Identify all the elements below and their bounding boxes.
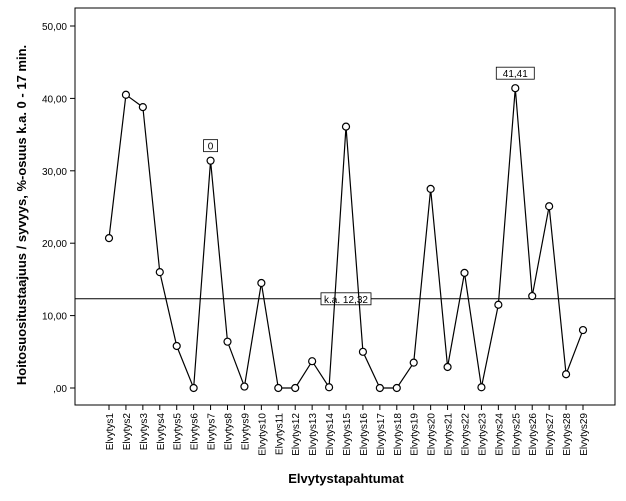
x-tick-label: Elvytys7 [207, 413, 218, 451]
x-tick-label: Elvytys3 [139, 413, 150, 451]
x-tick-label: Elvytys1 [105, 413, 116, 451]
data-point [308, 357, 317, 366]
series-polyline [108, 88, 584, 390]
data-point [528, 291, 537, 301]
data-point [223, 337, 232, 346]
plot-frame [74, 7, 616, 406]
data-points [104, 84, 588, 393]
data-point [426, 184, 435, 193]
annotations: 41,41 0 [203, 66, 535, 153]
series-line [108, 88, 584, 390]
data-point [240, 382, 249, 391]
x-tick-label: Elvytys27 [545, 413, 556, 456]
data-point [155, 268, 164, 277]
x-tick-label: Elvytys2 [122, 413, 133, 451]
data-label: 41,41 [503, 69, 528, 80]
data-point [443, 362, 452, 372]
data-point [121, 90, 131, 99]
data-point [511, 84, 520, 93]
data-point [341, 122, 351, 131]
x-axis: Elvytys1 Elvytys2 Elvytys3 Elvytys4 Elvytys5… [105, 405, 590, 456]
x-tick-label: Elvytys12 [291, 413, 302, 456]
data-point [494, 300, 503, 309]
data-point [138, 102, 147, 112]
y-tick-label: 30,00 [42, 167, 67, 178]
x-tick-label: Elvytys25 [511, 413, 522, 456]
data-label-box [495, 66, 535, 80]
data-point [561, 370, 571, 379]
data-point [206, 156, 215, 165]
x-tick-label: Elvytys22 [461, 413, 472, 456]
data-point [291, 383, 300, 393]
x-tick-label: Elvytys20 [427, 413, 438, 456]
y-tick-label: ,00 [53, 384, 67, 395]
x-tick-label: Elvytys21 [444, 413, 455, 456]
y-tick-label: 10,00 [42, 312, 67, 323]
data-point [358, 347, 368, 356]
data-point [545, 202, 554, 211]
x-axis-title: Elvytystapahtumat [288, 471, 404, 486]
x-tick-label: Elvytys17 [376, 413, 387, 456]
x-tick-label: Elvytys23 [477, 413, 488, 456]
x-tick-label: Elvytys24 [494, 413, 505, 456]
y-tick-label: 50,00 [42, 22, 67, 33]
x-tick-label: Elvytys29 [579, 413, 590, 456]
x-tick-label: Elvytys5 [173, 413, 184, 451]
x-tick-label: Elvytys13 [308, 413, 319, 456]
data-label-box [203, 139, 218, 153]
x-tick-label: Elvytys15 [342, 413, 353, 456]
x-tick-label: Elvytys19 [410, 413, 421, 456]
y-axis: ,00 10,00 20,00 30,00 40,00 50,00 [42, 22, 75, 395]
x-tick-label: Elvytys16 [359, 413, 370, 456]
data-point [324, 383, 334, 392]
x-tick-label: Elvytys18 [393, 413, 404, 456]
x-tick-label: Elvytys28 [562, 413, 573, 456]
data-label: 0 [208, 142, 214, 153]
data-point [375, 383, 384, 393]
x-tick-label: Elvytys10 [257, 413, 268, 456]
data-point [104, 234, 114, 243]
data-point [477, 383, 486, 392]
y-tick-label: 40,00 [42, 94, 67, 105]
x-tick-label: Elvytys9 [240, 413, 251, 451]
data-point [392, 383, 401, 393]
data-point [274, 383, 283, 393]
data-point [189, 383, 198, 393]
y-axis-title: Hoitosuositustaajuus / syvyys, %-osuus k… [14, 45, 29, 385]
x-tick-label: Elvytys4 [156, 413, 167, 451]
data-point [409, 358, 418, 367]
data-point [578, 325, 588, 335]
reference-label: k.a. 12,32 [324, 295, 368, 306]
data-point [460, 268, 469, 277]
plot-area-border [74, 7, 616, 406]
x-tick-label: Elvytys8 [224, 413, 235, 451]
x-tick-label: Elvytys11 [274, 413, 285, 455]
x-tick-label: Elvytys14 [325, 413, 336, 456]
data-point [172, 341, 181, 351]
x-tick-label: Elvytys6 [190, 413, 201, 451]
y-tick-label: 20,00 [42, 239, 67, 250]
data-point [257, 278, 266, 288]
x-tick-label: Elvytys26 [528, 413, 539, 456]
